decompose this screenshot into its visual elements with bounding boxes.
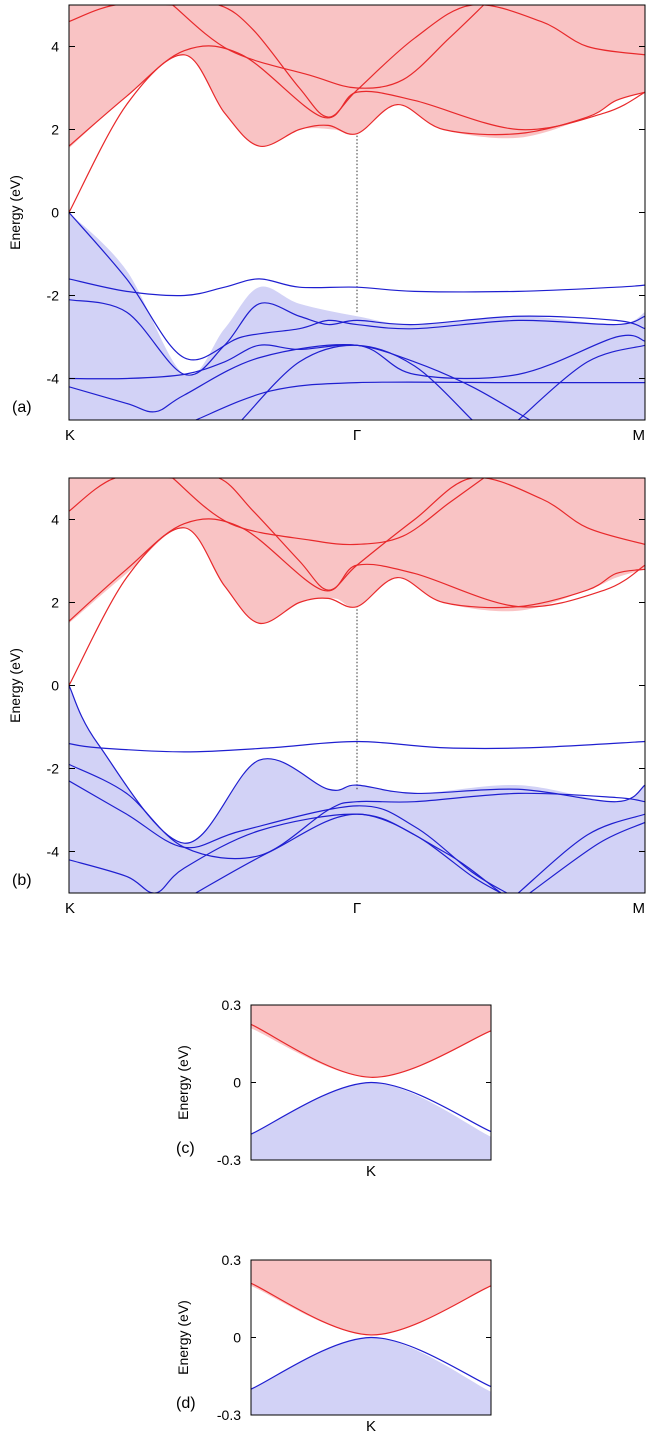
y-tick-label: -4 [47,371,60,387]
valence-band-line [69,344,531,420]
x-tick-label: M [633,900,646,917]
valence-band-line [251,1081,491,1135]
conduction-band-line [251,1023,491,1078]
conduction-band-fill [251,1260,491,1335]
valence-band-line [529,821,645,893]
valence-band-line [69,278,645,297]
valence-band-fill [251,1337,491,1415]
valence-band-fill [69,212,645,420]
panel-label: (d) [176,1395,196,1412]
x-tick-label: K [65,427,75,444]
x-tick-label: K [65,900,75,917]
y-tick-label: -2 [47,761,60,777]
y-tick-label: 0.3 [222,1252,242,1268]
valence-band-line [195,813,502,893]
y-tick-label: 0.3 [222,997,242,1013]
valence-band-line [517,344,645,420]
conduction-band-line [69,478,645,591]
conduction-band-line [69,527,645,686]
valence-band-line [69,334,645,413]
panel-b: 4 2 0 -2 -4 K Γ M Energy (eV) (b) [7,477,646,917]
valence-band-line [195,381,645,420]
x-tick-label: K [366,1163,376,1180]
panel-label: (c) [176,1140,195,1157]
valence-band-line [69,780,508,893]
conduction-band-line [69,54,645,213]
valence-band-line [69,763,645,860]
y-axis-label: Energy (eV) [7,175,23,250]
valence-band-line [251,1336,491,1390]
y-tick-label: -2 [47,288,60,304]
y-tick-label: 0 [51,205,59,221]
valence-band-line [517,813,645,893]
panel-a: 4 2 0 -2 -4 K Γ M Energy (eV) (a) [7,4,646,444]
y-tick-label: 0 [51,678,59,694]
y-axis-label: Energy (eV) [7,648,23,723]
conduction-band-fill [69,5,645,149]
valence-band-fill [251,1082,491,1160]
plot-area [69,5,645,420]
panel-label: (a) [12,399,32,416]
panel-d: 0.3 0 -0.3 K Energy (eV) (d) [175,1252,492,1432]
y-axis-label: Energy (eV) [175,1300,191,1375]
conduction-band-fill [251,1005,491,1078]
y-tick-label: -0.3 [217,1152,241,1168]
y-tick-label: -4 [47,844,60,860]
y-tick-label: 0 [233,1075,241,1091]
x-tick-label: M [633,427,646,444]
valence-band-line [69,299,645,376]
valence-band-line [69,813,502,893]
x-tick-label: Γ [353,427,361,444]
plot-area [251,1260,491,1415]
conduction-band-fill [69,478,645,624]
panel-label: (b) [12,872,32,889]
conduction-band-line [172,5,485,89]
x-tick-label: Γ [353,900,361,917]
valence-band-line [69,685,645,844]
y-axis-label: Energy (eV) [175,1045,191,1120]
valence-band-line [241,344,473,420]
y-tick-label: 4 [51,512,59,528]
conduction-band-line [69,5,645,118]
conduction-band-line [251,1282,491,1336]
conduction-band-line [172,478,485,546]
y-tick-label: 4 [51,39,59,55]
plot-area [251,1005,491,1160]
x-tick-label: K [366,1418,376,1432]
y-tick-label: 0 [233,1330,241,1346]
y-tick-label: -0.3 [217,1407,241,1423]
valence-band-line [69,740,645,753]
panel-c: 0.3 0 -0.3 K Energy (eV) (c) [175,997,492,1180]
y-tick-label: 2 [51,595,59,611]
valence-band-line [69,212,645,361]
plot-area [69,478,645,893]
y-tick-label: 2 [51,122,59,138]
